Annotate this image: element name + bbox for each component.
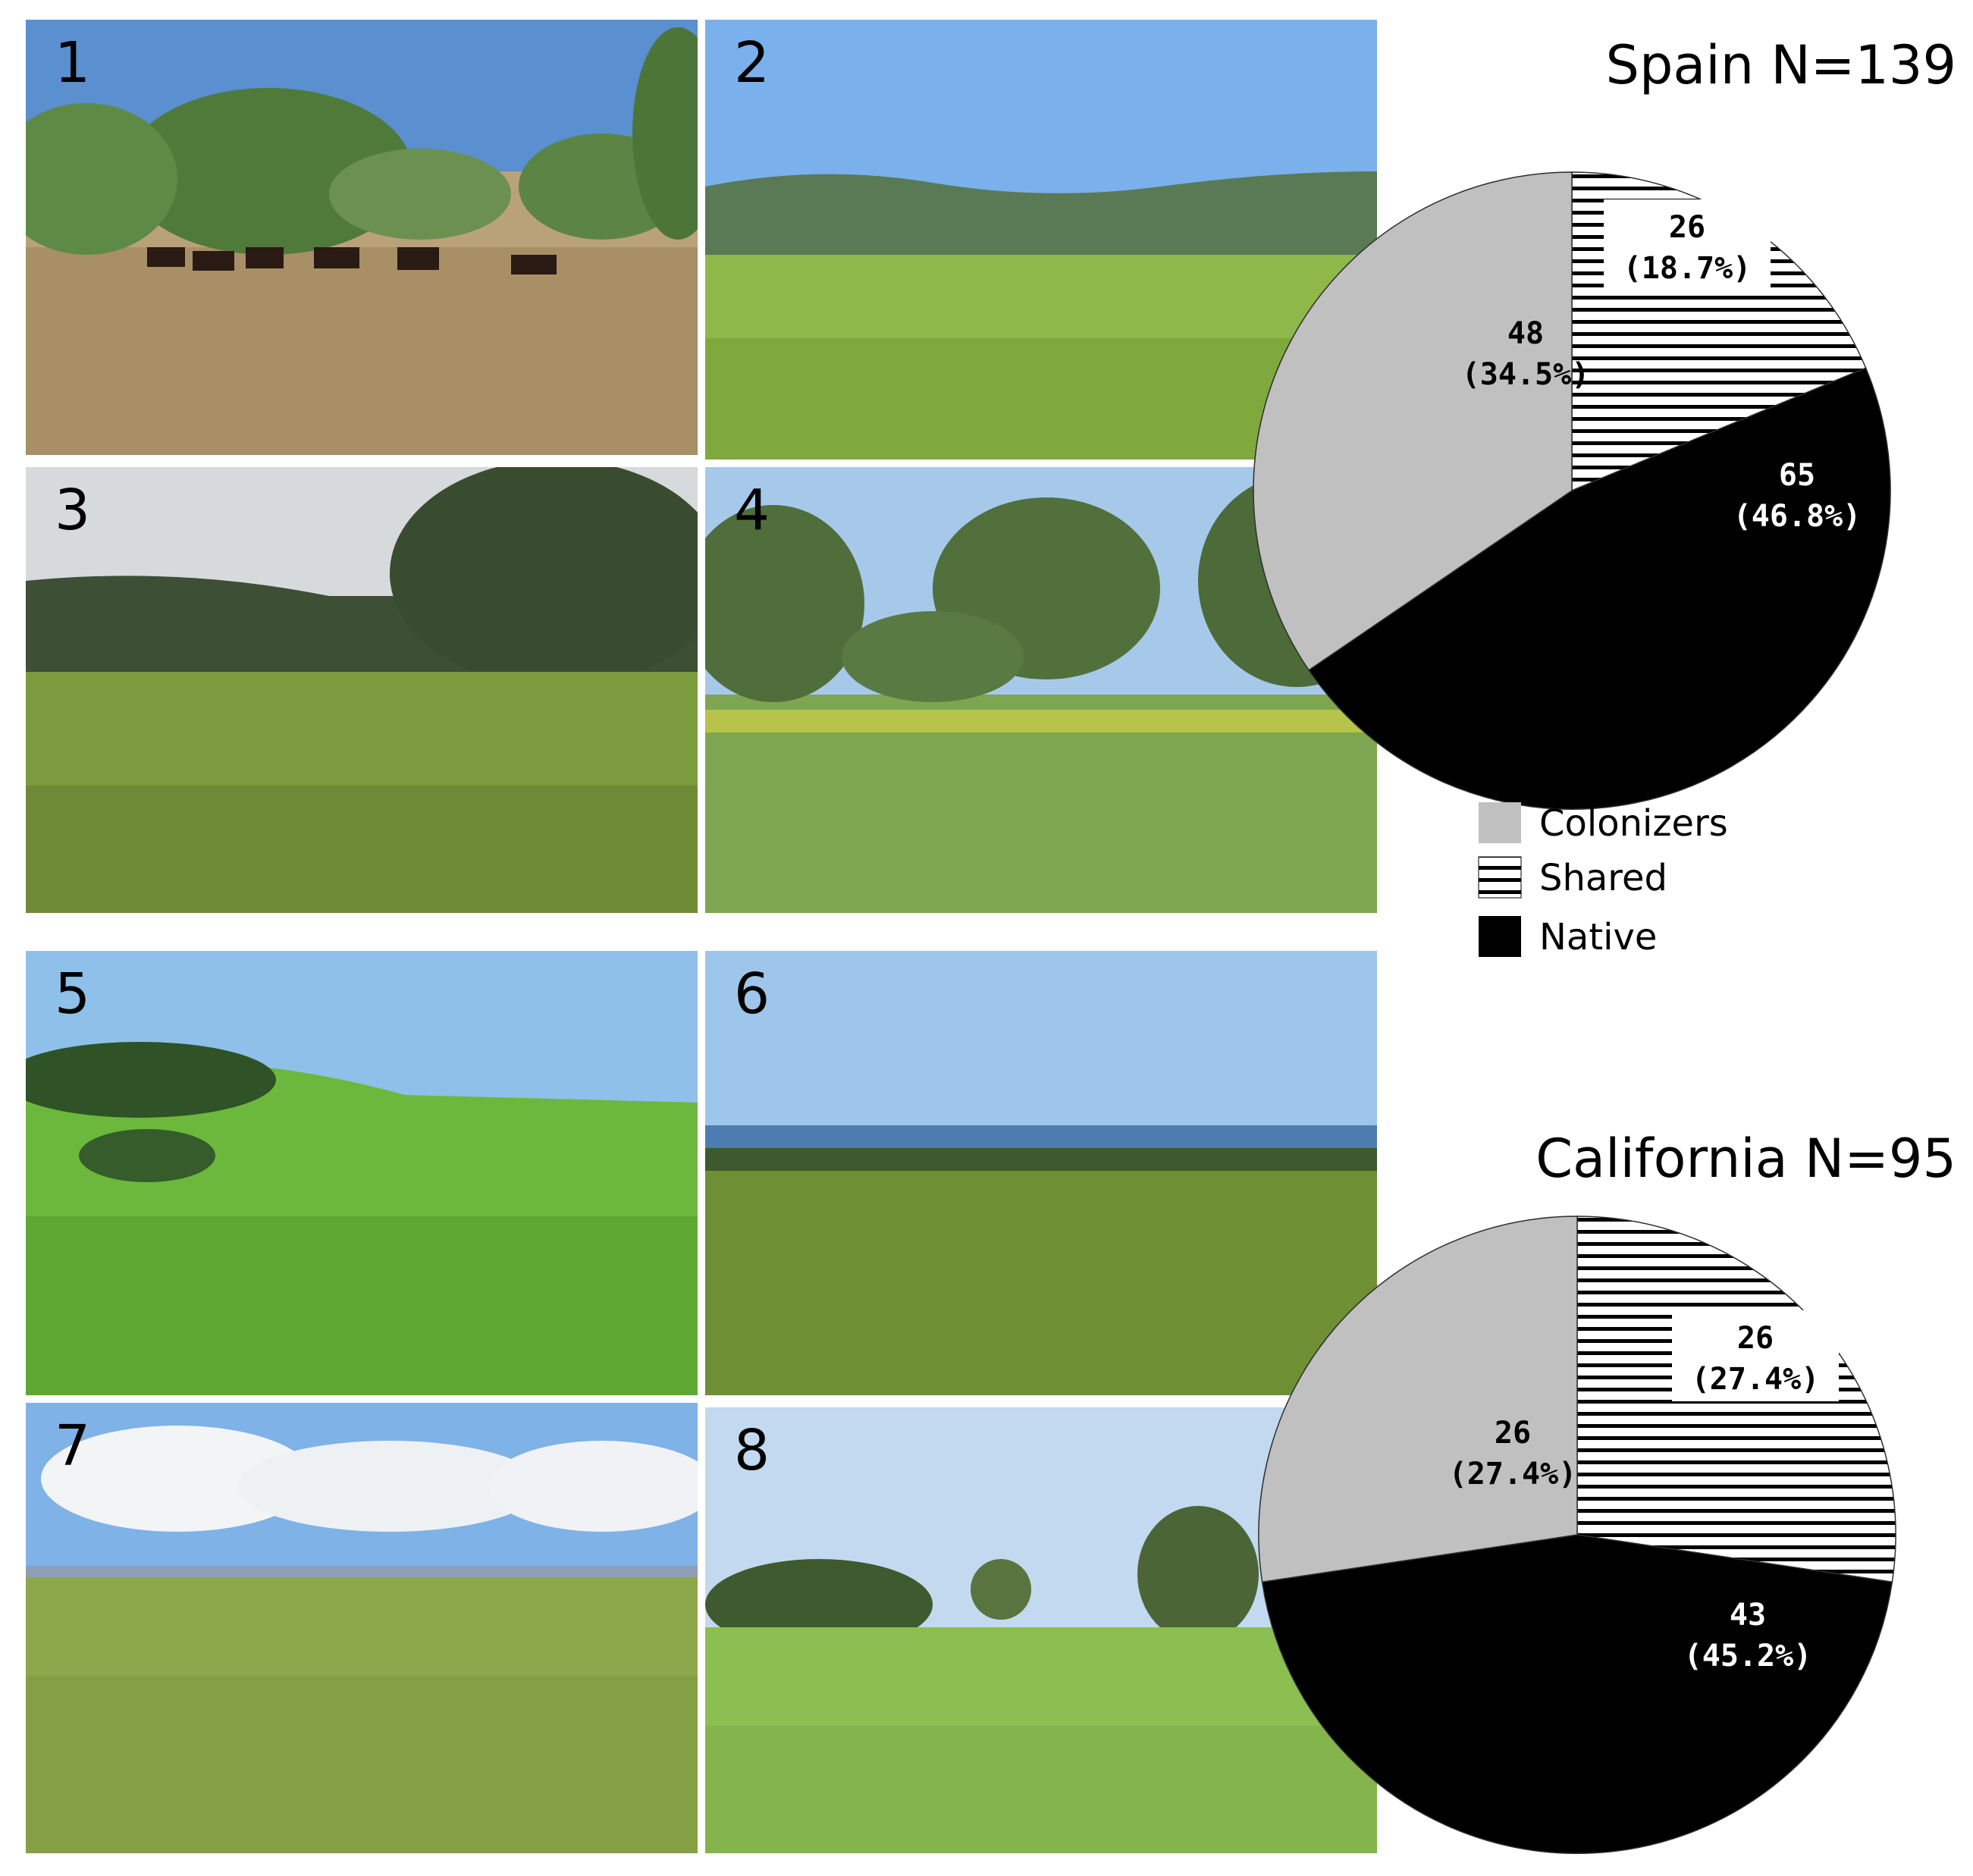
legend-swatch: [1479, 916, 1521, 957]
pie-chart-title: California N=95: [1535, 1128, 1956, 1190]
photo-7-label: 7: [55, 1413, 91, 1479]
pie-slice-colonizers: [1258, 1216, 1578, 1583]
slice-count-label: 26: [1495, 1416, 1531, 1451]
photo-5-label: 5: [55, 962, 91, 1027]
pie-slice-native: [1308, 367, 1891, 810]
slice-label-native: 43 (45.2%): [1684, 1598, 1812, 1674]
legend-swatch: [1478, 856, 1522, 899]
slice-label-shared: 26 (27.4%): [1672, 1310, 1839, 1401]
slice-label-colonizers: 48 (34.5%): [1462, 316, 1590, 392]
photo-3-label: 3: [55, 478, 91, 543]
pie-chart-title: Spain N=139: [1606, 34, 1956, 96]
photo-1: 1: [26, 20, 698, 455]
slice-percent-label: (27.4%): [1692, 1362, 1820, 1397]
legend-label: Colonizers: [1539, 802, 1728, 845]
slice-label-shared: 26 (18.7%): [1604, 199, 1771, 290]
slice-label-background: [1604, 199, 1771, 290]
slice-count-label: 26: [1669, 210, 1705, 245]
photo-4-image: [705, 467, 1377, 913]
photo-6-label: 6: [734, 962, 770, 1027]
slice-label-colonizers: 26 (27.4%): [1449, 1416, 1577, 1492]
slice-count-label: 26: [1737, 1321, 1774, 1356]
slice-label-native: 65 (46.8%): [1733, 458, 1862, 534]
photo-8-label: 8: [734, 1418, 770, 1483]
pie-slice-native: [1261, 1534, 1893, 1855]
slice-percent-label: (27.4%): [1449, 1457, 1577, 1492]
pie-slice-colonizers: [1253, 171, 1573, 671]
slice-count-label: 65: [1779, 458, 1815, 493]
photo-4: 4: [705, 467, 1377, 913]
slice-label-background: [1672, 1310, 1839, 1401]
pie-chart-2: California N=95 26 (27.4%) 43 (45.2%) 26 (27.4…: [1258, 1128, 1956, 1855]
photo-5-image: [26, 951, 698, 1395]
photo-2-label: 2: [734, 30, 770, 96]
slice-count-label: 43: [1730, 1598, 1766, 1633]
legend-label: Shared: [1539, 857, 1667, 899]
photo-3-image: [26, 467, 698, 913]
photo-6-image: [705, 951, 1377, 1395]
photo-5: 5: [26, 951, 698, 1395]
photo-7: 7: [26, 1403, 698, 1853]
legend-item-shared: Shared: [1478, 856, 1667, 899]
slice-percent-label: (46.8%): [1733, 499, 1862, 534]
legend-item-native: Native: [1479, 916, 1657, 958]
slice-percent-label: (18.7%): [1623, 251, 1752, 286]
legend-label: Native: [1539, 916, 1657, 958]
photo-7-image: [26, 1403, 698, 1853]
photo-6: 6: [705, 951, 1377, 1395]
photo-1-image: [26, 20, 698, 455]
pie-chart-1: Spain N=139 26 (18.7%) 65 (46.8%) 48 (34.5%): [1253, 34, 1956, 810]
photo-3: 3: [26, 467, 698, 913]
photo-4-label: 4: [734, 478, 770, 543]
slice-count-label: 48: [1507, 316, 1544, 351]
slice-percent-label: (45.2%): [1684, 1639, 1812, 1674]
photo-1-label: 1: [55, 30, 91, 96]
legend: Colonizers Shared Native: [1478, 802, 1728, 958]
legend-swatch: [1479, 802, 1521, 843]
slice-percent-label: (34.5%): [1462, 357, 1590, 392]
legend-item-colonizers: Colonizers: [1479, 802, 1728, 845]
